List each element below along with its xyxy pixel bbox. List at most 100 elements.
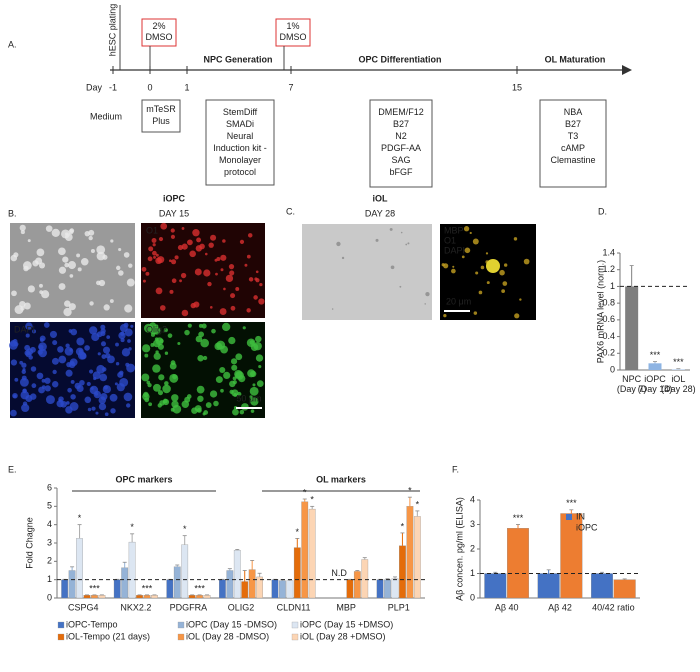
cell bbox=[114, 382, 118, 386]
cell bbox=[119, 324, 128, 333]
cell bbox=[89, 326, 98, 335]
cell bbox=[443, 314, 447, 318]
significance: * bbox=[296, 527, 300, 537]
cell bbox=[170, 234, 176, 239]
legend-swatch bbox=[177, 621, 185, 629]
cell bbox=[38, 348, 47, 358]
bar bbox=[151, 595, 158, 599]
cell bbox=[235, 353, 243, 361]
cell bbox=[58, 283, 66, 291]
bar bbox=[384, 579, 391, 599]
medium-text: NBA B27 T3 cAMP Clemastine bbox=[550, 107, 595, 165]
cell bbox=[207, 281, 212, 287]
cell bbox=[89, 385, 99, 395]
cell bbox=[194, 268, 202, 276]
cell bbox=[124, 304, 133, 313]
cell bbox=[230, 293, 236, 299]
significance: * bbox=[310, 495, 314, 505]
cell bbox=[247, 233, 253, 238]
cell bbox=[57, 346, 64, 353]
phase-label: OPC Differentiation bbox=[358, 54, 441, 64]
cell bbox=[255, 354, 264, 362]
bar bbox=[219, 579, 226, 599]
cell bbox=[169, 259, 172, 263]
cell bbox=[95, 411, 99, 415]
cell bbox=[202, 355, 208, 361]
image-title: iOPC bbox=[163, 193, 186, 203]
x-tick-label: iOPC (Day 14) bbox=[638, 374, 673, 394]
scale-label: 20 μm bbox=[446, 296, 471, 306]
cell bbox=[250, 370, 257, 378]
cell bbox=[126, 278, 135, 287]
day: 0 bbox=[147, 82, 152, 92]
cell bbox=[142, 279, 146, 283]
cell bbox=[130, 324, 134, 328]
bar bbox=[286, 580, 294, 599]
cell bbox=[60, 400, 67, 408]
cell bbox=[109, 393, 118, 402]
cell bbox=[331, 308, 334, 310]
cell bbox=[523, 258, 530, 265]
bar bbox=[241, 581, 249, 599]
legend-swatch bbox=[291, 633, 299, 641]
cell bbox=[26, 348, 34, 356]
cell bbox=[25, 322, 33, 330]
cell bbox=[519, 298, 522, 301]
bar bbox=[353, 571, 361, 599]
cell bbox=[246, 254, 251, 259]
cell bbox=[123, 392, 133, 402]
cell bbox=[76, 253, 81, 258]
cell bbox=[32, 329, 37, 334]
cell bbox=[141, 266, 147, 272]
cell bbox=[180, 272, 187, 279]
cell bbox=[197, 395, 204, 403]
cell bbox=[215, 376, 223, 384]
y-tick-label: 1 bbox=[610, 281, 615, 291]
cell bbox=[215, 272, 218, 276]
day: -1 bbox=[109, 82, 117, 92]
phase-label: NPC Generation bbox=[203, 54, 272, 64]
cell bbox=[210, 234, 217, 241]
cell bbox=[249, 395, 253, 399]
cell bbox=[485, 252, 489, 255]
bar bbox=[76, 538, 83, 599]
cell bbox=[220, 268, 224, 272]
cell bbox=[126, 403, 131, 408]
cell bbox=[513, 237, 518, 241]
cell bbox=[20, 390, 30, 400]
cell bbox=[79, 379, 85, 386]
stain-label: DAPI bbox=[444, 245, 465, 255]
scale-label: 50 μm bbox=[236, 393, 261, 403]
y-tick-label: 1.2 bbox=[602, 264, 615, 274]
y-tick-label: 0.4 bbox=[602, 331, 615, 341]
cell bbox=[84, 230, 90, 237]
image-subtitle: DAY 15 bbox=[159, 208, 189, 218]
treatment-box bbox=[275, 18, 311, 47]
cell bbox=[242, 326, 246, 330]
cell bbox=[128, 263, 133, 268]
cell bbox=[441, 263, 445, 267]
y-tick-label: 3 bbox=[470, 519, 475, 529]
panel-letter: A. bbox=[8, 39, 17, 49]
cell bbox=[209, 390, 218, 398]
bar bbox=[376, 579, 384, 599]
cell bbox=[68, 329, 73, 333]
cell bbox=[159, 338, 164, 344]
legend-label: iOPC bbox=[576, 522, 598, 532]
cell bbox=[153, 255, 156, 259]
bar bbox=[271, 579, 279, 599]
cell bbox=[181, 309, 189, 317]
cell bbox=[231, 364, 238, 371]
cell bbox=[189, 250, 196, 258]
cell bbox=[211, 328, 216, 334]
cell bbox=[65, 343, 70, 348]
cell bbox=[389, 227, 393, 231]
cell bbox=[49, 330, 58, 338]
medium-box bbox=[539, 99, 607, 188]
legend-label: iOL (Day 28 +DMSO) bbox=[300, 631, 385, 641]
cell bbox=[184, 396, 191, 403]
x-tick-label: NKX2.2 bbox=[120, 602, 151, 612]
cell bbox=[258, 298, 265, 305]
cell bbox=[341, 256, 345, 260]
cell bbox=[463, 226, 470, 232]
